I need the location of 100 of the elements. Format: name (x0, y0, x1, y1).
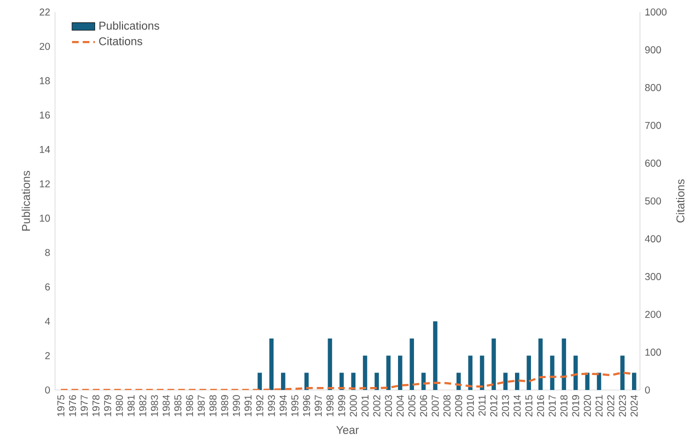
bar (433, 321, 438, 390)
x-tick-label: 2021 (595, 395, 603, 416)
x-tick-label: 1995 (291, 395, 298, 416)
bar (398, 356, 402, 390)
y-tick-label: 8 (45, 248, 50, 256)
y2-tick-label: 900 (645, 46, 661, 54)
y2-tick-label: 400 (644, 235, 661, 242)
x-tick-label: 1986 (186, 395, 194, 416)
x-tick-label: 1985 (174, 395, 182, 416)
x-tick-label: 1975 (57, 395, 64, 416)
y2-tick-label: 100 (645, 348, 661, 356)
bar (374, 372, 379, 390)
bar (620, 356, 625, 390)
x-tick-label: 2006 (420, 395, 428, 416)
x-tick-label: 1988 (209, 395, 216, 416)
x-tick-label: 1983 (150, 395, 158, 416)
x-tick-label: 2022 (607, 395, 614, 416)
x-tick-label: 2007 (432, 395, 439, 416)
x-tick-label: 1976 (69, 395, 76, 416)
y2-tick-label: 200 (645, 310, 661, 318)
y-tick-label: 20 (40, 42, 50, 50)
y2-tick-label: 0 (645, 386, 650, 394)
x-tick-label: 2008 (443, 395, 450, 416)
x-tick-label: 1979 (104, 395, 112, 416)
y2-tick-label: 300 (645, 273, 661, 280)
bar (515, 372, 520, 390)
legend-label: Publications (99, 21, 160, 30)
bar (574, 356, 578, 390)
bar (281, 372, 286, 390)
x-tick-label: 2019 (572, 395, 580, 416)
x-tick-label: 1978 (92, 395, 100, 416)
y2-axis-title: Citations (676, 179, 684, 222)
y-tick-label: 2 (45, 352, 50, 360)
x-tick-label: 2018 (560, 395, 568, 416)
x-tick-label: 1984 (162, 394, 170, 416)
x-tick-label: 1990 (232, 395, 240, 416)
x-tick-label: 1981 (128, 395, 135, 416)
y2-tick-label: 700 (645, 122, 661, 129)
bar (550, 356, 554, 390)
x-tick-label: 2014 (514, 394, 521, 416)
x-tick-label: 1997 (314, 395, 322, 416)
legend-label: Citations (99, 36, 142, 46)
bar (632, 372, 636, 390)
x-tick-label: 2004 (396, 394, 404, 416)
y-tick-label: 14 (40, 146, 50, 153)
y-tick-label: 16 (40, 112, 50, 119)
x-tick-label: 2024 (630, 394, 638, 416)
bar (538, 338, 543, 390)
x-tick-label: 1987 (198, 395, 205, 416)
x-tick-label: 1977 (80, 395, 88, 416)
x-tick-label: 1999 (338, 395, 346, 416)
bar (362, 356, 368, 390)
x-tick-label: 2023 (618, 395, 626, 416)
y-tick-label: 12 (40, 180, 50, 188)
bar (562, 338, 566, 390)
x-tick-label: 2012 (490, 395, 498, 416)
bar (526, 356, 531, 390)
y-tick-label: 18 (40, 77, 50, 84)
x-tick-label: 2020 (584, 395, 591, 416)
x-tick-label: 2005 (408, 395, 416, 416)
x-tick-label: 1993 (268, 395, 275, 416)
y-tick-label: 10 (40, 214, 50, 222)
bar (492, 338, 496, 390)
x-tick-label: 1991 (244, 395, 252, 416)
y2-tick-label: 1000 (645, 8, 667, 16)
x-tick-label: 2003 (384, 395, 392, 416)
bar (503, 372, 508, 390)
x-tick-label: 1994 (280, 394, 287, 416)
x-axis-title: Year (336, 426, 359, 434)
x-tick-label: 2000 (350, 395, 357, 416)
x-tick-label: 2009 (455, 395, 462, 416)
x-tick-label: 1996 (303, 395, 310, 416)
x-tick-label: 2010 (466, 395, 474, 416)
x-tick-label: 1998 (326, 395, 334, 416)
y2-tick-label: 600 (645, 160, 661, 167)
x-tick-label: 2016 (537, 395, 544, 416)
x-tick-label: 1989 (221, 395, 228, 416)
bar (328, 338, 332, 390)
y2-tick-label: 800 (645, 84, 661, 92)
bar (480, 356, 484, 390)
x-tick-label: 1982 (139, 395, 146, 416)
y-axis-title: Publications (22, 170, 30, 231)
bar (468, 356, 472, 390)
x-tick-label: 2001 (362, 395, 369, 416)
x-tick-label: 2002 (373, 395, 380, 416)
x-tick-label: 2017 (548, 395, 556, 416)
x-tick-label: 2015 (525, 395, 532, 416)
bar (585, 372, 590, 390)
bar (258, 372, 262, 390)
y-tick-label: 4 (44, 318, 50, 325)
x-tick-label: 2013 (502, 395, 509, 416)
y-tick-label: 6 (45, 283, 50, 290)
x-tick-label: 1980 (116, 395, 123, 416)
bar (410, 338, 414, 390)
y-tick-label: 22 (40, 8, 50, 16)
x-tick-label: 2011 (478, 395, 486, 416)
bar (386, 356, 391, 390)
y2-tick-label: 500 (645, 197, 661, 205)
y-tick-label: 0 (45, 386, 50, 394)
x-tick-label: 1992 (256, 395, 264, 416)
